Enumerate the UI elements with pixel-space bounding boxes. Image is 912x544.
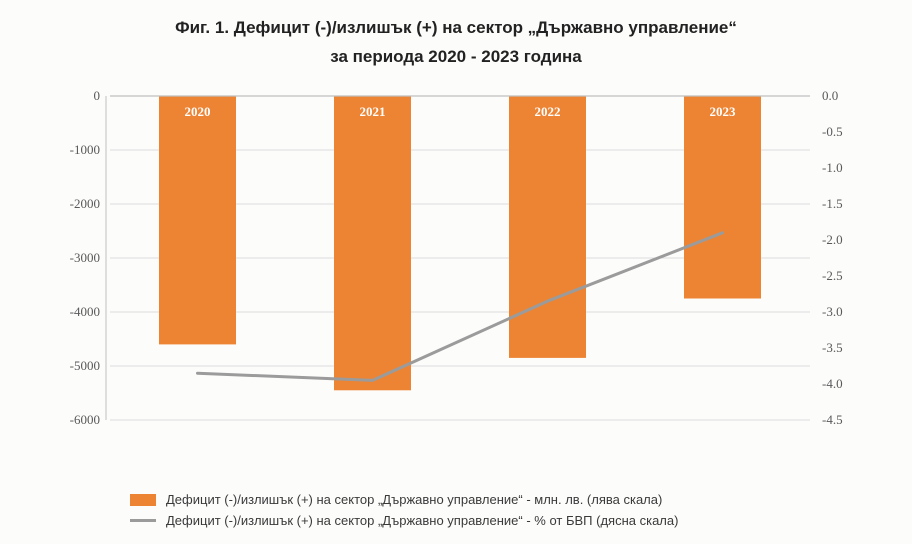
svg-text:-2.5: -2.5 [822, 268, 843, 283]
svg-text:-1.0: -1.0 [822, 160, 843, 175]
svg-text:2020: 2020 [185, 104, 211, 119]
svg-text:2022: 2022 [535, 104, 561, 119]
svg-text:2023: 2023 [710, 104, 737, 119]
chart-svg: 0 -1000 -2000 -3000 -4000 -5000 -6000 0.0 -0.5 -1… [40, 90, 872, 430]
svg-text:-0.5: -0.5 [822, 124, 843, 139]
svg-text:-3.0: -3.0 [822, 304, 843, 319]
line-swatch-icon [130, 519, 156, 522]
svg-text:-5000: -5000 [70, 358, 100, 373]
svg-text:-4000: -4000 [70, 304, 100, 319]
svg-text:0.0: 0.0 [822, 90, 838, 103]
title-line-2: за периода 2020 - 2023 година [0, 43, 912, 72]
chart-plot-area: 0 -1000 -2000 -3000 -4000 -5000 -6000 0.0 -0.5 -1… [40, 90, 872, 430]
svg-text:2021: 2021 [360, 104, 386, 119]
bar-swatch-icon [130, 494, 156, 506]
svg-text:-1000: -1000 [70, 142, 100, 157]
legend-item-line: Дефицит (-)/излишък (+) на сектор „Държа… [130, 513, 678, 528]
svg-text:-2.0: -2.0 [822, 232, 843, 247]
figure-container: Фиг. 1. Дефицит (-)/излишък (+) на секто… [0, 0, 912, 544]
svg-text:-4.5: -4.5 [822, 412, 843, 427]
legend-bar-label: Дефицит (-)/излишък (+) на сектор „Държа… [166, 492, 662, 507]
legend-item-bars: Дефицит (-)/излишък (+) на сектор „Държа… [130, 492, 678, 507]
title-line-1: Фиг. 1. Дефицит (-)/излишък (+) на секто… [0, 14, 912, 43]
svg-text:-6000: -6000 [70, 412, 100, 427]
svg-text:0: 0 [94, 90, 101, 103]
svg-text:-2000: -2000 [70, 196, 100, 211]
legend-line-label: Дефицит (-)/излишък (+) на сектор „Държа… [166, 513, 678, 528]
svg-text:-3000: -3000 [70, 250, 100, 265]
svg-text:-3.5: -3.5 [822, 340, 843, 355]
legend: Дефицит (-)/излишък (+) на сектор „Държа… [130, 486, 678, 528]
svg-text:-4.0: -4.0 [822, 376, 843, 391]
svg-text:-1.5: -1.5 [822, 196, 843, 211]
chart-title: Фиг. 1. Дефицит (-)/излишък (+) на секто… [0, 0, 912, 72]
